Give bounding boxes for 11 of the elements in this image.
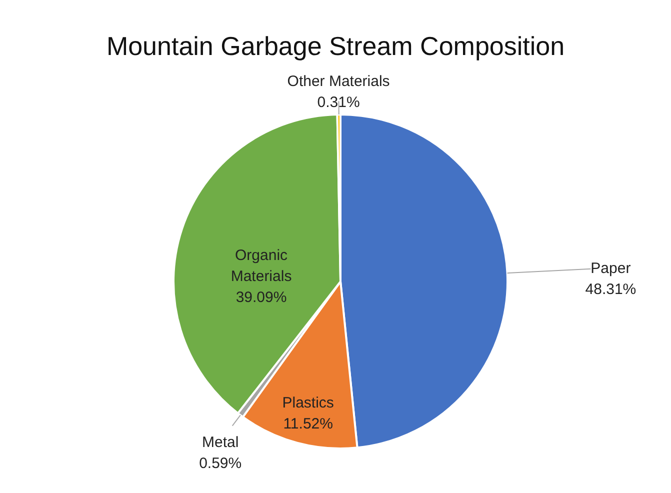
- slice-label: Paper: [590, 260, 631, 277]
- data-label: 0.31%: [317, 94, 360, 112]
- data-label: 0.59%: [199, 454, 242, 472]
- chart-title: Mountain Garbage Stream Composition: [106, 31, 565, 61]
- data-label: 48.31%: [585, 280, 636, 298]
- data-label: 39.09%: [236, 289, 287, 306]
- slice-label: Organic Materials: [230, 247, 292, 286]
- slice-label: Plastics: [282, 394, 334, 412]
- slice-label: Metal: [202, 434, 239, 451]
- data-label: 11.52%: [283, 415, 333, 432]
- slice-label: Other Materials: [287, 73, 390, 90]
